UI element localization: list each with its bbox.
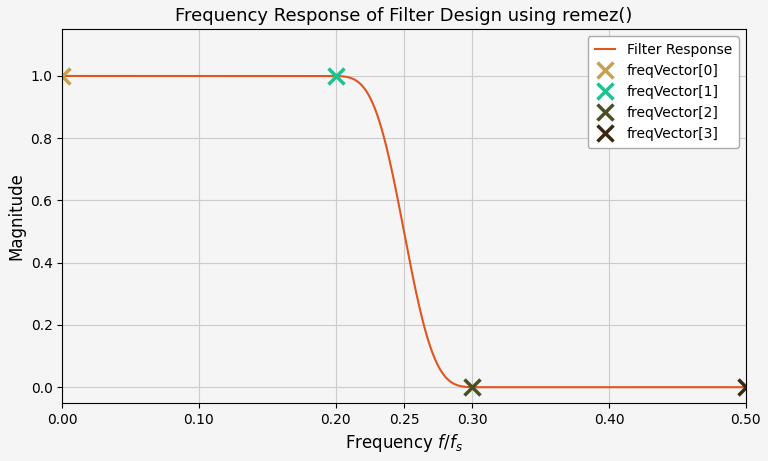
Filter Response [210, 73, 219, 79]
Filter Response [58, 73, 67, 79]
Filter Response [554, 384, 563, 390]
X-axis label: Frequency $f/f_s$: Frequency $f/f_s$ [345, 432, 463, 454]
Filter Response [263, 73, 272, 79]
Filter Response [336, 73, 346, 79]
Y-axis label: Magnitude: Magnitude [7, 172, 25, 260]
Title: Frequency Response of Filter Design using remez(): Frequency Response of Filter Design usin… [175, 7, 633, 25]
Legend: Filter Response, freqVector[0], freqVector[1], freqVector[2], freqVector[3]: Filter Response, freqVector[0], freqVect… [588, 36, 739, 148]
Filter Response [551, 384, 561, 390]
Filter Response [641, 384, 650, 390]
Filter Response [421, 329, 430, 335]
Filter Response [342, 74, 351, 80]
Filter Response [741, 384, 750, 390]
Line: Filter Response: Filter Response [62, 76, 746, 387]
